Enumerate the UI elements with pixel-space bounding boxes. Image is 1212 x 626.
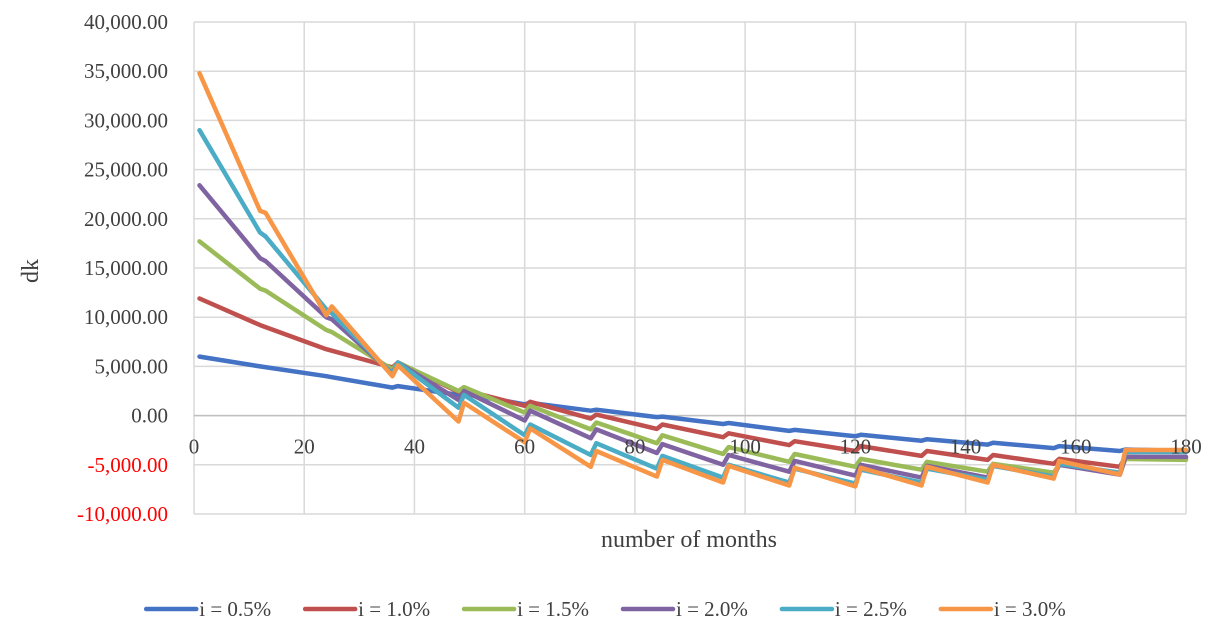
x-tick-label: 120	[840, 435, 872, 459]
legend-label: i = 1.5%	[517, 597, 589, 621]
series-line-3	[197, 239, 1189, 476]
legend-label: i = 1.0%	[358, 597, 430, 621]
y-tick-label: -5,000.00	[88, 453, 169, 477]
x-tick-label: 80	[624, 435, 645, 459]
series-line-6	[197, 70, 1189, 489]
y-tick-label: 15,000.00	[84, 256, 168, 280]
gridlines	[193, 21, 1187, 515]
y-tick-label: 25,000.00	[84, 158, 168, 182]
legend-item: i = 2.5%	[779, 597, 907, 621]
series-lines	[197, 70, 1189, 489]
x-tick-label: 60	[514, 435, 535, 459]
x-tick-label: 20	[294, 435, 315, 459]
y-tick-label: -10,000.00	[77, 502, 168, 526]
x-tick-label: 140	[950, 435, 982, 459]
legend-item: i = 2.0%	[620, 597, 748, 621]
legend-item: i = 0.5%	[143, 597, 271, 621]
x-tick-label: 40	[404, 435, 425, 459]
x-axis-title: number of months	[601, 527, 777, 553]
y-tick-label: 30,000.00	[84, 108, 168, 132]
legend-label: i = 2.5%	[835, 597, 907, 621]
y-tick-label: 20,000.00	[84, 207, 168, 231]
x-tick-label: 100	[729, 435, 761, 459]
y-tick-label: 10,000.00	[84, 305, 168, 329]
legend-item: i = 3.0%	[938, 597, 1066, 621]
x-tick-label: 0	[189, 435, 200, 459]
x-tick-label: 160	[1060, 435, 1092, 459]
legend-item: i = 1.5%	[461, 597, 589, 621]
legend-item: i = 1.0%	[302, 597, 430, 621]
y-tick-labels: 40,000.00 35,000.00 30,000.00 25,000.00 20,0…	[77, 10, 168, 526]
legend: i = 0.5% i = 1.0% i = 1.5% i = 2.0% i = 2.5%…	[143, 597, 1066, 621]
y-tick-label: 0.00	[131, 404, 168, 428]
legend-label: i = 3.0%	[994, 597, 1066, 621]
series-line-1	[197, 354, 1189, 454]
legend-label: i = 2.0%	[676, 597, 748, 621]
x-tick-label: 180	[1170, 435, 1202, 459]
y-tick-label: 40,000.00	[84, 10, 168, 34]
x-tick-labels: 0 20 40 60 80 100 120 140 160 180	[189, 435, 1202, 459]
y-axis-title: dk	[18, 259, 44, 283]
legend-label: i = 0.5%	[199, 597, 271, 621]
y-tick-label: 35,000.00	[84, 59, 168, 83]
y-tick-label: 5,000.00	[95, 354, 169, 378]
